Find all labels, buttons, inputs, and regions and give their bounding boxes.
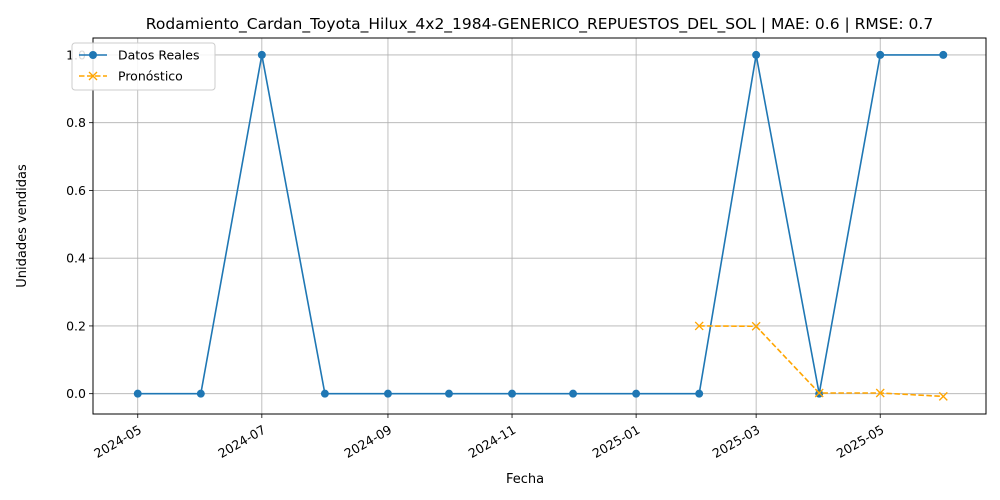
legend-box xyxy=(71,42,216,91)
x-axis-label: Fecha xyxy=(506,472,544,487)
data-point-actual xyxy=(569,389,578,398)
y-tick-label: 0.4 xyxy=(66,251,86,266)
data-point-forecast xyxy=(751,321,761,331)
legend-label-forecast: Pronóstico xyxy=(118,69,183,84)
data-point-actual xyxy=(876,50,885,59)
data-point-actual xyxy=(196,389,205,398)
data-point-actual xyxy=(752,50,761,59)
legend-marker-actual xyxy=(89,51,97,59)
legend-marker-forecast xyxy=(88,71,98,81)
legend: Datos Reales Pronóstico xyxy=(71,42,216,91)
legend-label-actual: Datos Reales xyxy=(118,48,199,63)
data-point-actual xyxy=(257,50,266,59)
data-point-forecast xyxy=(875,388,885,398)
chart-title: Rodamiento_Cardan_Toyota_Hilux_4x2_1984-… xyxy=(146,15,933,34)
data-point-actual xyxy=(508,389,517,398)
y-axis-ticks: 0.00.20.40.60.81.0 xyxy=(66,47,93,401)
data-point-actual xyxy=(383,389,392,398)
x-gridlines xyxy=(137,38,881,414)
data-point-actual xyxy=(939,50,948,59)
data-point-actual xyxy=(320,389,329,398)
data-point-forecast xyxy=(938,391,948,401)
data-point-actual xyxy=(133,389,142,398)
y-gridlines xyxy=(93,54,986,395)
data-point-actual xyxy=(632,389,641,398)
data-point-actual xyxy=(695,389,704,398)
plot-frame xyxy=(92,37,987,415)
data-point-forecast xyxy=(814,388,824,398)
y-tick-label: 0.6 xyxy=(66,183,86,198)
data-point-actual xyxy=(444,389,453,398)
y-tick-label: 0.8 xyxy=(66,115,86,130)
y-tick-label: 0.2 xyxy=(66,318,86,333)
data-point-forecast xyxy=(694,321,704,331)
y-tick-label: 0.0 xyxy=(66,386,86,401)
series-line-actual xyxy=(137,54,944,395)
y-axis-label: Unidades vendidas xyxy=(15,164,30,288)
series-layer xyxy=(133,50,948,401)
